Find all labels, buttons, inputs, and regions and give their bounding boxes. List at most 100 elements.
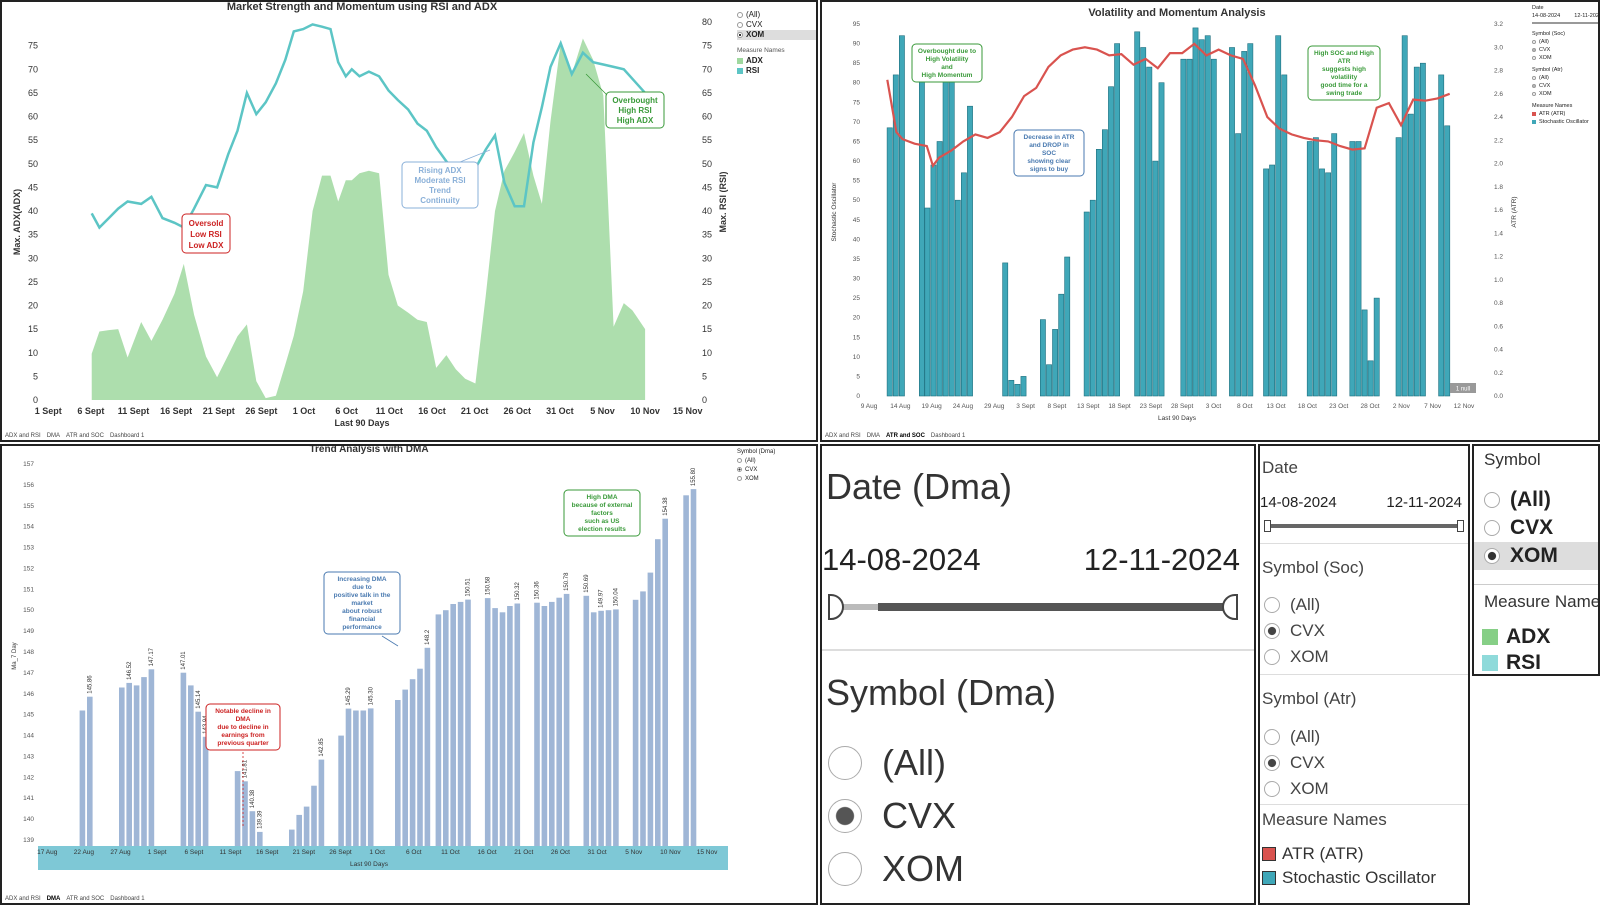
tab-atr-and-soc[interactable]: ATR and SOC — [886, 432, 925, 439]
atr-legend-option[interactable]: (All) — [1532, 38, 1598, 46]
zoom-symbol-option[interactable]: XOM — [1474, 542, 1598, 570]
tab-dma[interactable]: DMA — [866, 432, 881, 439]
rising-adx-annotation-box — [401, 161, 479, 209]
chart1-xtick: 5 Nov — [590, 406, 615, 416]
zoom-symbol-option[interactable]: (All) — [1474, 486, 1598, 514]
increasing-dma-annotation-line: due to — [352, 584, 372, 591]
dma-bar — [79, 710, 86, 846]
soc-bar — [1361, 309, 1368, 397]
radio-icon — [828, 851, 862, 886]
atr-side-legend: Date 14-08-2024 12-11-2024 Symbol (Soc) (… — [1532, 4, 1598, 126]
dma-bar-label: 150.58 — [485, 576, 491, 595]
slider-handle-right[interactable] — [1222, 594, 1238, 620]
zoom-symbol-title: Symbol — [1484, 450, 1541, 469]
dma-legend-title: Symbol (Dma) — [737, 449, 776, 455]
zoom-dma-option[interactable]: XOM — [828, 842, 964, 895]
dma-bar — [249, 811, 256, 846]
tab-dashboard-1[interactable]: Dashboard 1 — [110, 895, 145, 902]
zoom-symbol-measure-item: RSI — [1482, 650, 1550, 674]
chart2-xtick: 8 Oct — [1237, 403, 1253, 410]
tab-adx-and-rsi[interactable]: ADX and RSI — [825, 432, 861, 439]
tab-adx-and-rsi[interactable]: ADX and RSI — [5, 895, 41, 902]
tab-dashboard-1[interactable]: Dashboard 1 — [109, 432, 145, 439]
tab-dashboard-1[interactable]: Dashboard 1 — [930, 432, 966, 439]
dma-legend-option[interactable]: (All) — [737, 457, 815, 466]
chart1-ytick: 15 — [28, 324, 38, 334]
dma-bar-label: 145.86 — [87, 675, 93, 694]
soc-bar — [1083, 211, 1090, 397]
atr-legend-option[interactable]: CVX — [1532, 82, 1598, 90]
zoom-atr-date-slider[interactable] — [1264, 520, 1464, 532]
chart1-y2tick: 15 — [702, 324, 712, 334]
atr-legend-option[interactable]: XOM — [1532, 54, 1598, 62]
chart2-ylabel2: ATR (ATR) — [1511, 196, 1518, 227]
zoom-atr-option[interactable]: XOM — [1264, 776, 1329, 802]
dma-bar — [534, 602, 540, 846]
high-dma-annotation-line: such as US — [584, 518, 620, 525]
soc-bar — [1192, 27, 1199, 397]
dma-bar — [690, 489, 697, 846]
zoom-atr-measure-item: Stochastic Oscillator — [1262, 866, 1436, 890]
dma-legend-option[interactable]: CVX — [737, 466, 815, 475]
overbought-volatility-annotation-line: and — [941, 64, 953, 71]
zoom-dma-option[interactable]: (All) — [828, 736, 964, 789]
adx-symbol-option[interactable]: XOM — [737, 30, 816, 40]
notable-decline-annotation-box — [205, 703, 281, 751]
zoom-symbol-option[interactable]: CVX — [1474, 514, 1598, 542]
soc-bar — [1186, 58, 1193, 397]
zoom-atr-option[interactable]: XOM — [1264, 644, 1329, 670]
tab-dma[interactable]: DMA — [46, 895, 61, 902]
soc-bar — [1241, 51, 1248, 397]
chart2-ytick: 55 — [853, 178, 861, 185]
soc-bar — [1204, 35, 1211, 397]
tab-atr-and-soc[interactable]: ATR and SOC — [66, 432, 104, 439]
tab-atr-and-soc[interactable]: ATR and SOC — [66, 895, 105, 902]
high-dma-annotation-box — [563, 489, 641, 537]
chart1-ytick: 65 — [28, 88, 38, 98]
chart3-xtick: 17 Aug — [37, 849, 58, 856]
atr-legend-option[interactable]: CVX — [1532, 46, 1598, 54]
slider-handle-left[interactable] — [828, 594, 844, 620]
zoom-dma-filters: Date (Dma) 14-08-2024 12-11-2024 Symbol … — [820, 444, 1256, 905]
soc-bar — [892, 74, 899, 397]
dma-legend-option[interactable]: XOM — [737, 475, 815, 484]
zoom-atr-atr-title: Symbol (Atr) — [1262, 689, 1357, 708]
zoom-atr-option[interactable]: (All) — [1264, 592, 1329, 618]
chart1-ytick: 50 — [28, 159, 38, 169]
adx-symbol-option[interactable]: CVX — [737, 20, 816, 30]
zoom-dma-date-slider[interactable] — [828, 594, 1238, 620]
dma-bar — [409, 679, 416, 846]
adx-symbol-option[interactable]: (All) — [737, 10, 816, 20]
tab-adx-and-rsi[interactable]: ADX and RSI — [5, 432, 41, 439]
chart1-y2tick: 55 — [702, 135, 712, 145]
tab-dma[interactable]: DMA — [46, 432, 61, 439]
zoom-atr-option[interactable]: (All) — [1264, 724, 1329, 750]
chart2-xtick: 23 Oct — [1329, 403, 1348, 410]
tabs-3: ADX and RSI DMA ATR and SOC Dashboard 1 — [2, 894, 145, 903]
option-label: XOM — [882, 847, 965, 889]
chart1-xtick: 11 Oct — [376, 406, 403, 416]
chart3-ytick: 156 — [23, 482, 34, 489]
zoom-atr-option[interactable]: CVX — [1264, 618, 1329, 644]
radio-icon — [1532, 47, 1536, 52]
zoom-dma-symbol-title: Symbol (Dma) — [826, 672, 1057, 713]
soc-bar — [886, 127, 893, 397]
chart2-xtick: 28 Oct — [1360, 403, 1379, 410]
chart3-xtick: 6 Oct — [406, 849, 422, 856]
chart2-y2tick: 0.8 — [1494, 300, 1503, 307]
atr-legend-option[interactable]: (All) — [1532, 74, 1598, 82]
soc-bar — [1247, 43, 1254, 397]
atr-legend-option[interactable]: XOM — [1532, 90, 1598, 98]
dma-bar — [311, 785, 317, 846]
soc-bar — [1367, 360, 1374, 397]
chart3-ytick: 151 — [23, 586, 34, 593]
soc-bar — [1108, 86, 1114, 397]
radio-icon — [737, 21, 743, 28]
chart2-xtick: 29 Aug — [984, 403, 1005, 410]
dma-bar — [632, 599, 639, 846]
atr-date-slider[interactable] — [1532, 22, 1598, 24]
soc-bar — [1198, 39, 1205, 397]
option-label: XOM — [1539, 91, 1552, 97]
zoom-atr-option[interactable]: CVX — [1264, 750, 1329, 776]
zoom-dma-option[interactable]: CVX — [828, 789, 964, 842]
